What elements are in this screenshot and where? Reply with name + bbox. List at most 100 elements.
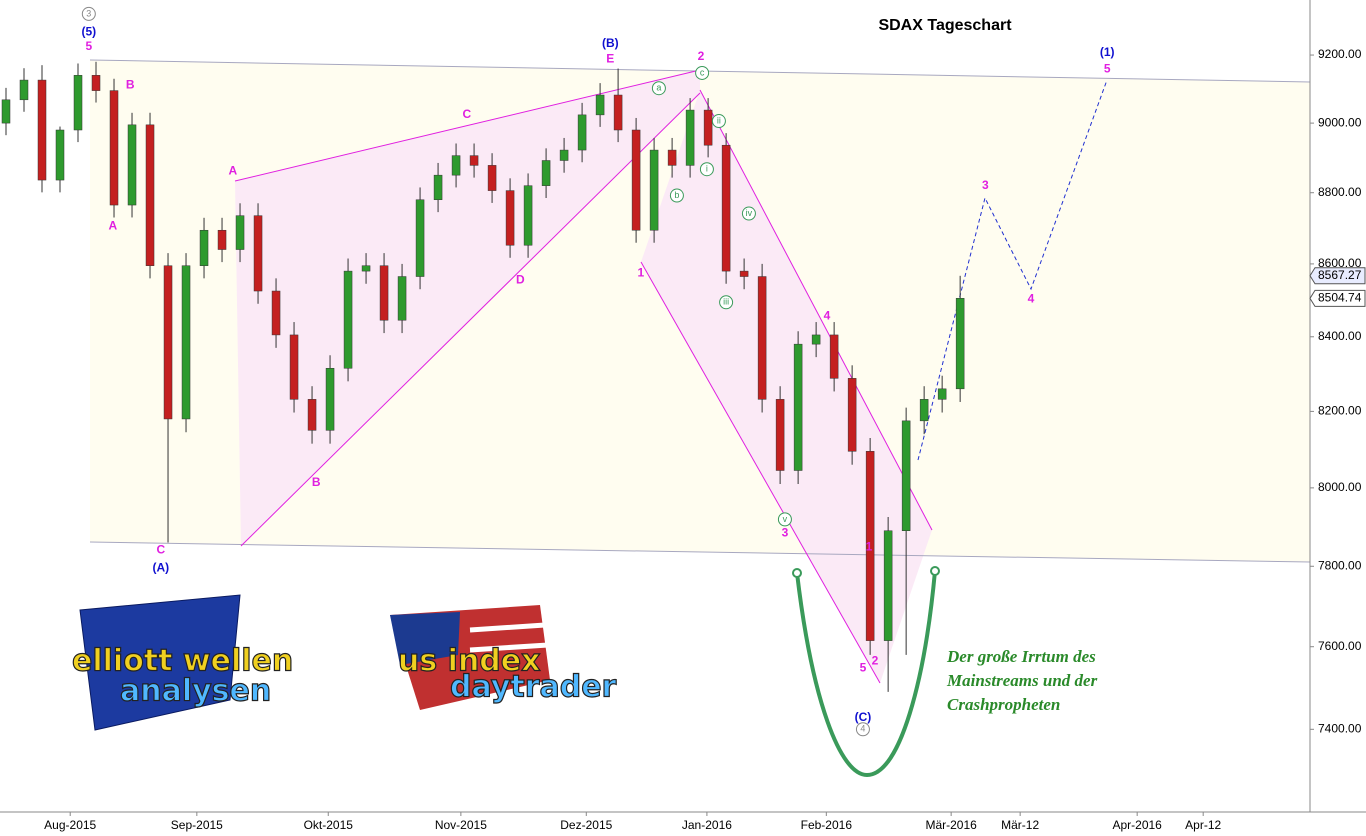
wave-label: 3 xyxy=(982,178,989,192)
annotation-circle xyxy=(81,6,96,21)
x-tick-label: Nov-2015 xyxy=(435,818,487,832)
candle-body xyxy=(91,75,101,91)
bottom-curve xyxy=(795,570,937,778)
wave-label: ii xyxy=(717,115,721,125)
annotation-circle xyxy=(669,188,684,203)
wave-label: C xyxy=(463,107,472,121)
candle-body xyxy=(757,276,767,400)
candle-body xyxy=(379,265,389,321)
annotation-circle xyxy=(695,65,710,80)
candle-body xyxy=(811,334,821,345)
price-marker-box xyxy=(1309,289,1366,307)
candle-body xyxy=(793,343,803,471)
note: Crashpropheten xyxy=(947,695,1060,714)
annotation-circle xyxy=(855,722,870,737)
candle-body xyxy=(955,298,965,390)
candle-body xyxy=(847,378,857,452)
candle-body xyxy=(73,75,83,131)
x-tick-label: Apr-2016 xyxy=(1112,818,1162,832)
candle-body xyxy=(109,90,119,206)
wave-label: E xyxy=(606,51,614,65)
note: Mainstreams und der xyxy=(946,671,1098,690)
logo-text: daytrader xyxy=(450,670,617,705)
annotation-circle xyxy=(699,162,714,177)
x-tick-label: Dez-2015 xyxy=(560,818,612,832)
chart-title: SDAX Tageschart xyxy=(878,17,1012,34)
candle-body xyxy=(901,420,911,531)
candle-body xyxy=(883,530,893,641)
wave-label: 5 xyxy=(860,661,867,675)
channel-line xyxy=(640,261,881,684)
note: Der große Irrtum des xyxy=(946,647,1096,666)
wave-label: c xyxy=(700,67,705,77)
candle-body xyxy=(631,129,641,231)
wave-label: i xyxy=(706,164,708,174)
candle-body xyxy=(163,265,173,420)
wave-label: (1) xyxy=(1100,45,1115,59)
wave-label: B xyxy=(126,77,135,91)
x-tick-label: Jan-2016 xyxy=(682,818,732,832)
candle-body xyxy=(127,124,137,206)
candle-body xyxy=(919,399,929,422)
candle-body xyxy=(199,229,209,266)
candle-body xyxy=(775,399,785,471)
annotation-circle xyxy=(777,512,792,527)
candle-body xyxy=(253,215,263,292)
candle-body xyxy=(289,334,299,400)
wave-label: 3 xyxy=(86,8,91,18)
candle-body xyxy=(523,185,533,246)
wave-label: 4 xyxy=(824,308,831,322)
candle-body xyxy=(343,270,353,369)
y-tick-label: 7400.00 xyxy=(1318,721,1362,735)
annotation-circle xyxy=(719,295,734,310)
candle-body xyxy=(433,174,443,201)
wave-label: b xyxy=(674,190,679,200)
candle-body xyxy=(937,388,947,400)
y-tick-label: 8600.00 xyxy=(1318,256,1362,270)
candle-body xyxy=(721,144,731,272)
candle-body xyxy=(649,149,659,231)
curve-end xyxy=(930,566,940,576)
y-tick-label: 8200.00 xyxy=(1318,404,1362,418)
wave-label: v xyxy=(783,514,788,524)
logo-text: us index xyxy=(398,644,540,679)
candle-body xyxy=(37,79,47,181)
y-tick-label: 8800.00 xyxy=(1318,185,1362,199)
y-tick-label: 7800.00 xyxy=(1318,558,1362,572)
wave-label: 5 xyxy=(1104,61,1111,75)
candle-body xyxy=(19,79,29,101)
wave-label: 3 xyxy=(782,526,789,540)
logo-text: elliott wellen xyxy=(72,644,293,679)
candle-body xyxy=(271,290,281,336)
x-tick-label: Mär-12 xyxy=(1001,818,1039,832)
wave-label: 2 xyxy=(872,654,879,668)
wave-label: D xyxy=(516,272,525,286)
candle-body xyxy=(145,124,155,266)
wave-label: (B) xyxy=(602,36,619,50)
wave-label: (5) xyxy=(81,24,96,38)
y-tick-label: 9200.00 xyxy=(1318,47,1362,61)
candle-body xyxy=(1,99,11,124)
x-tick-label: Sep-2015 xyxy=(171,818,223,832)
candle-body xyxy=(685,109,695,166)
price-marker-label: 8567.27 xyxy=(1318,268,1362,282)
wave-label: (C) xyxy=(855,710,872,724)
logo-text: analysen xyxy=(120,674,271,709)
candle-body xyxy=(325,368,335,431)
wedge-fill xyxy=(235,70,700,546)
wave-label: C xyxy=(156,543,165,557)
candle-body xyxy=(55,129,65,181)
y-tick-label: 8000.00 xyxy=(1318,480,1362,494)
x-tick-label: Okt-2015 xyxy=(304,818,354,832)
candle-body xyxy=(667,149,677,166)
wedge-line xyxy=(240,92,701,547)
wave-label: A xyxy=(108,218,117,232)
channel-line xyxy=(699,89,933,531)
candle-body xyxy=(235,215,245,250)
x-tick-label: Mär-2016 xyxy=(925,818,977,832)
wave-label: 1 xyxy=(866,539,873,553)
candle-body xyxy=(505,190,515,246)
wave-label: A xyxy=(228,163,237,177)
price-marker-box xyxy=(1309,267,1366,285)
